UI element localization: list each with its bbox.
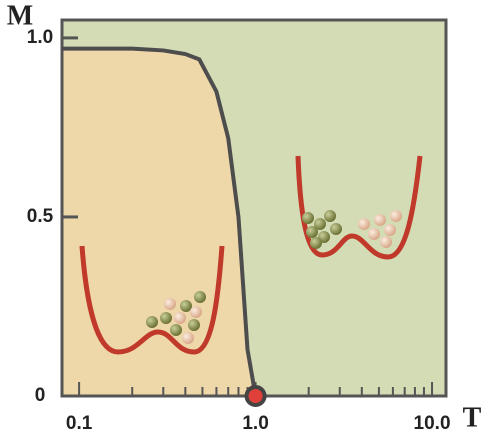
y-tick-label: 0.5	[27, 206, 54, 227]
y-tick-label: 0	[35, 385, 46, 406]
critical-point	[244, 385, 267, 407]
particles-right	[302, 210, 402, 249]
x-tick-label: 0.1	[66, 413, 93, 434]
x-axis-label: T	[463, 402, 482, 433]
double-well-left	[79, 245, 225, 355]
x-tick-label: 1.0	[242, 413, 268, 434]
x-tick-label: 10.0	[414, 413, 451, 434]
area-fill	[62, 48, 256, 397]
particles-left	[146, 291, 206, 344]
y-tick-label: 1.0	[27, 27, 53, 48]
line	[62, 46, 258, 397]
potential-insets	[79, 155, 423, 355]
y-axis-label: M	[7, 0, 33, 31]
double-well-right	[295, 155, 423, 260]
